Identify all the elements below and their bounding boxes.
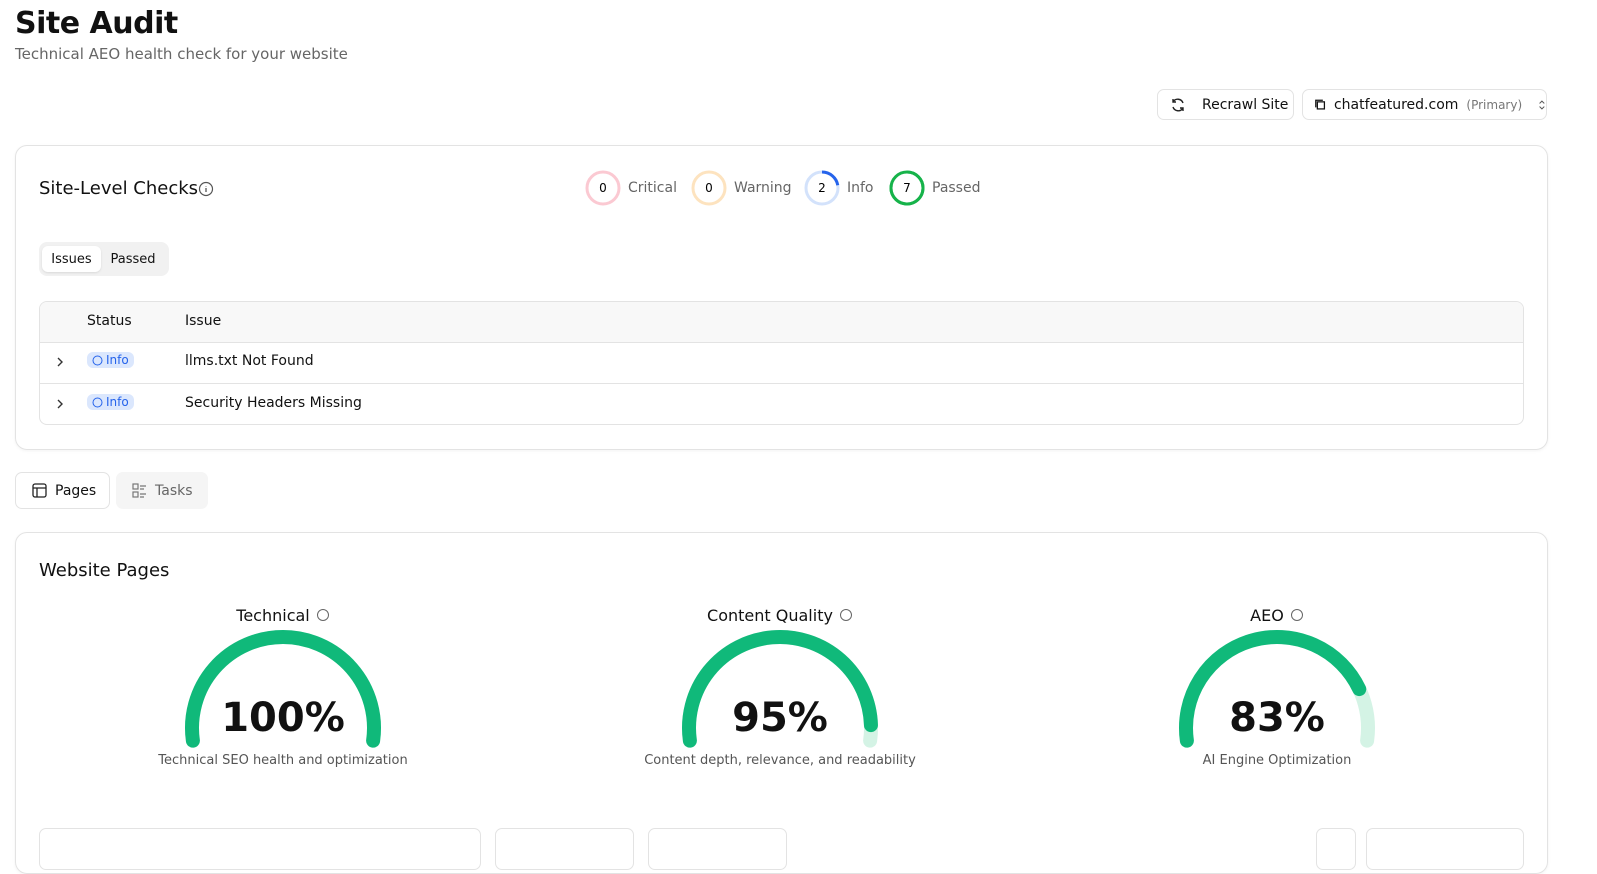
site-tag: (Primary) (1466, 97, 1523, 112)
info-icon (92, 355, 103, 365)
info-icon (92, 397, 103, 407)
icon-circle (839, 609, 852, 621)
icon-circle (92, 397, 103, 407)
section-title: Site-Level Checks (39, 178, 199, 199)
button[interactable] (1316, 828, 1356, 870)
ring-track (585, 170, 621, 206)
expand-icon (57, 357, 63, 367)
view-tab-label: Tasks (155, 482, 193, 499)
gauge-title-text: Content Quality (707, 606, 833, 625)
status-ring: 7 (889, 170, 925, 206)
column-header: Issue (185, 313, 222, 329)
gauge-value (185, 630, 381, 748)
icon-circle (92, 355, 103, 365)
status-badge: Info (87, 394, 134, 410)
search-input[interactable] (39, 828, 481, 870)
ring-value (889, 170, 925, 206)
status-text: Info (106, 395, 129, 409)
gauge-score: 95% (732, 695, 828, 741)
table-row[interactable]: Info llms.txt Not Found (40, 342, 1523, 383)
site-icon (1315, 99, 1326, 110)
chevron-icon (1539, 99, 1545, 110)
ring-track (691, 170, 727, 206)
gauge-title: AEO (1077, 606, 1477, 625)
pages-icon (32, 483, 47, 498)
gauge-value (1179, 630, 1367, 748)
page-subtitle: Technical AEO health check for your webs… (15, 45, 348, 63)
recrawl-label: Recrawl Site (1202, 96, 1289, 113)
status-label: Warning (734, 180, 792, 196)
info-icon (1290, 609, 1303, 621)
icon-circle (316, 609, 329, 621)
gauge-title: Technical (83, 606, 483, 625)
ring-value (821, 170, 840, 186)
issues-table: Status Issue Info llms.txt Not Found Info S… (39, 301, 1524, 425)
table-header (40, 302, 1523, 343)
gauge (185, 630, 381, 748)
gauge-score: 83% (1229, 695, 1325, 741)
status-ring: 0 (585, 170, 621, 206)
chevron (57, 357, 63, 367)
gauge-description: AI Engine Optimization (1202, 753, 1352, 768)
gauge-title-text: AEO (1250, 606, 1284, 625)
ring-count: 2 (818, 181, 826, 195)
button[interactable] (1366, 828, 1524, 870)
gauge (1179, 630, 1375, 748)
tasks-icon (132, 483, 146, 498)
ring-count: 7 (903, 181, 911, 195)
table-row[interactable]: Info Security Headers Missing (40, 383, 1523, 424)
gauge (682, 630, 878, 748)
page-title: Site Audit (15, 6, 178, 41)
section-title: Website Pages (39, 560, 170, 581)
chevron (57, 399, 63, 409)
gauge-score: 100% (221, 695, 345, 741)
info-icon (198, 181, 214, 197)
issue-tabs: Issues Passed (39, 242, 169, 276)
recrawl-button[interactable]: Recrawl Site (1157, 89, 1294, 120)
info-icon (316, 609, 329, 621)
ring-count: 0 (599, 181, 607, 195)
status-label: Info (847, 180, 874, 196)
ring-count: 0 (705, 181, 713, 195)
icon-circle (1290, 609, 1303, 621)
view-tab-label: Pages (55, 482, 97, 499)
view-tab[interactable]: Pages (15, 472, 110, 509)
filter[interactable] (648, 828, 787, 870)
site-selector[interactable]: chatfeatured.com (Primary) (1302, 89, 1547, 120)
site-checks-card (15, 145, 1548, 450)
status-ring: 2 (804, 170, 840, 206)
gauge-title: Content Quality (580, 606, 980, 625)
gauge-value (682, 630, 878, 748)
issue-text: llms.txt Not Found (185, 353, 314, 369)
status-badge: Info (87, 352, 134, 368)
status-label: Passed (932, 180, 981, 196)
status-ring: 0 (691, 170, 727, 206)
status-label: Critical (628, 180, 677, 196)
tab[interactable]: Passed (110, 251, 156, 267)
column-header: Status (87, 313, 132, 329)
status-text: Info (106, 353, 129, 367)
refresh-icon (1172, 98, 1184, 111)
page: Site Audit Technical AEO health check fo… (15, 6, 1548, 874)
site-name: chatfeatured.com (1333, 96, 1459, 113)
tab[interactable]: Issues (42, 246, 101, 272)
issue-text: Security Headers Missing (185, 395, 362, 411)
filter[interactable] (495, 828, 634, 870)
view-tab[interactable]: Tasks (116, 472, 208, 509)
gauge-description: Content depth, relevance, and readabilit… (644, 753, 916, 768)
info-icon (839, 609, 852, 621)
expand-icon (57, 399, 63, 409)
gauge-title-text: Technical (236, 606, 310, 625)
gauge-description: Technical SEO health and optimization (158, 753, 408, 768)
